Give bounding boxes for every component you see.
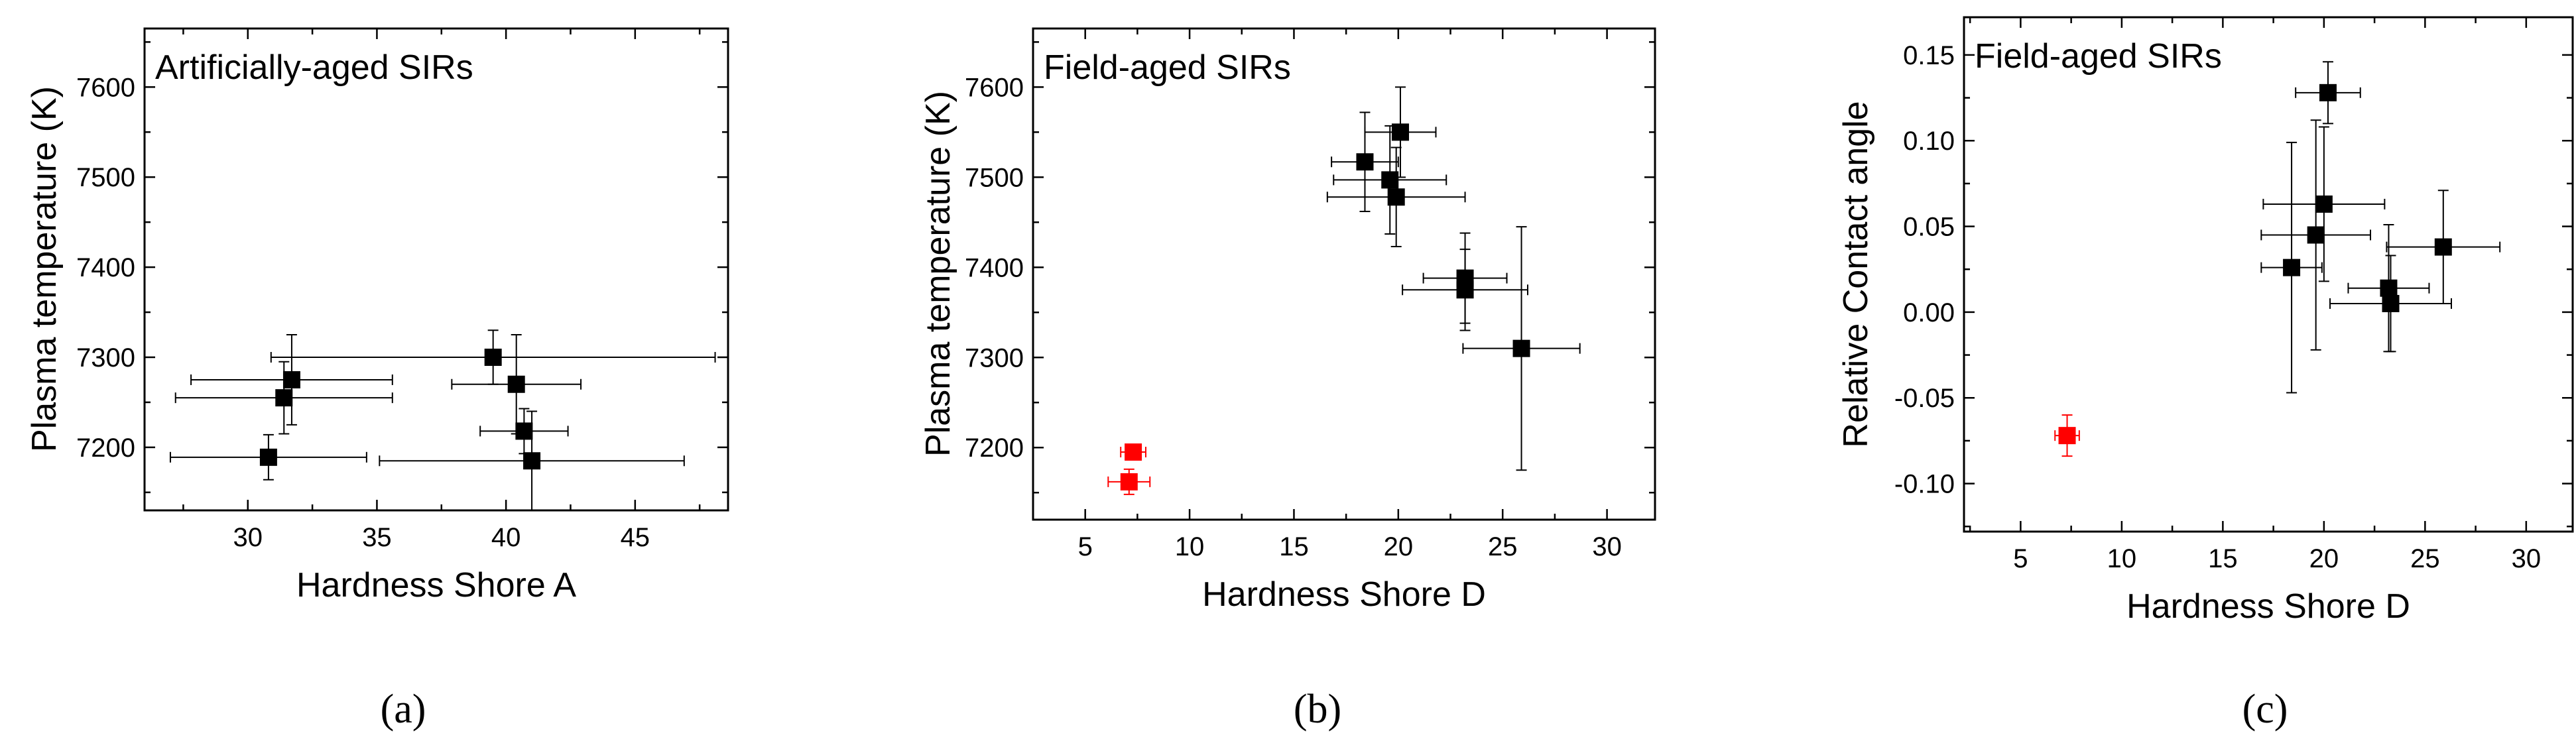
square-marker <box>275 389 293 407</box>
data-point <box>174 361 393 435</box>
square-marker <box>2382 294 2400 312</box>
plot-frame <box>1032 27 1656 521</box>
x-axis-label: Hardness Shore D <box>2126 587 2410 626</box>
x-tick-label: 45 <box>621 523 650 552</box>
y-tick-label: 0.05 <box>1903 213 1955 242</box>
x-tick-label: 10 <box>2107 544 2137 573</box>
data-point <box>270 329 716 385</box>
plot-title: Artificially-aged SIRs <box>155 48 473 87</box>
x-tick-label: 40 <box>491 523 521 552</box>
plot-title: Field-aged SIRs <box>1044 48 1291 87</box>
square-marker <box>523 452 541 470</box>
x-axis-label: Hardness Shore D <box>1202 575 1486 614</box>
data-point <box>2386 190 2501 304</box>
data-point <box>451 334 582 435</box>
x-tick-label: 10 <box>1175 532 1205 561</box>
square-marker <box>1512 339 1530 357</box>
plot-frame <box>1963 16 2574 533</box>
data-point <box>2262 126 2386 282</box>
data-point <box>2260 141 2323 394</box>
panel-caption: (b) <box>1294 687 1341 732</box>
y-tick-label: -0.10 <box>1894 470 1955 499</box>
square-marker <box>2319 84 2337 101</box>
data-point <box>379 410 685 511</box>
y-tick-label: 0.10 <box>1903 127 1955 156</box>
y-tick-label: 7400 <box>965 253 1024 282</box>
square-marker <box>515 422 533 440</box>
x-tick-label: 5 <box>1078 532 1093 561</box>
square-marker <box>2283 259 2301 276</box>
y-tick-label: 7500 <box>965 163 1024 192</box>
x-tick-label: 30 <box>233 523 263 552</box>
y-tick-label: 7400 <box>76 253 135 282</box>
x-tick-label: 25 <box>2410 544 2440 573</box>
y-tick-label: 7200 <box>965 433 1024 463</box>
x-tick-label: 15 <box>2208 544 2238 573</box>
x-axis-label: Hardness Shore A <box>296 566 576 605</box>
square-marker <box>2307 226 2325 244</box>
x-tick-label: 25 <box>1488 532 1518 561</box>
square-marker <box>2380 279 2398 297</box>
square-marker <box>2058 427 2076 445</box>
data-point <box>169 433 367 481</box>
plot-frame <box>143 27 729 512</box>
y-tick-label: 7600 <box>965 73 1024 102</box>
square-marker <box>1125 443 1142 461</box>
data-point <box>2347 223 2430 353</box>
data-point <box>1402 249 1528 331</box>
x-tick-label: 30 <box>1592 532 1622 561</box>
data-point <box>2260 119 2372 351</box>
data-point <box>2295 61 2361 125</box>
panel-caption: (c) <box>2242 687 2288 732</box>
y-tick-label: 0.15 <box>1903 41 1955 70</box>
square-marker <box>1456 281 1474 299</box>
panel-1: 30 35 40 45 7200 7300 7400 7500 7600 Hardness Sho… <box>25 27 729 732</box>
square-marker <box>259 448 277 466</box>
square-marker <box>507 375 525 393</box>
y-tick-label: 7300 <box>965 343 1024 373</box>
panel-2: 5 10 15 20 25 30 7200 7300 7400 7500 7600 Hardness … <box>919 27 1656 732</box>
square-marker <box>484 348 502 366</box>
y-axis-label: Relative Contact angle <box>1837 101 1875 447</box>
data-point <box>2329 255 2453 353</box>
data-point <box>1364 86 1437 178</box>
x-tick-label: 35 <box>362 523 392 552</box>
data-point <box>1326 146 1466 248</box>
data-point <box>1333 125 1447 235</box>
x-tick-label: 20 <box>2309 544 2339 573</box>
square-marker <box>282 371 300 388</box>
x-tick-label: 15 <box>1279 532 1309 561</box>
data-point <box>1462 226 1581 471</box>
square-marker <box>2434 238 2452 256</box>
square-marker <box>1120 473 1138 490</box>
square-marker <box>2315 195 2333 213</box>
y-tick-label: 7500 <box>76 163 135 192</box>
panel-3: 5 10 15 20 25 30 -0.10 -0.05 0.00 0.05 0.10 0.15 Har… <box>1837 16 2574 732</box>
y-tick-label: 7600 <box>76 73 135 102</box>
data-point <box>1120 443 1146 461</box>
data-point <box>190 334 393 426</box>
data-point <box>479 408 569 455</box>
data-point <box>2054 414 2080 457</box>
data-point <box>1331 111 1399 213</box>
plot-title: Field-aged SIRs <box>1975 37 2222 76</box>
y-tick-label: 7200 <box>76 433 135 463</box>
y-tick-label: -0.05 <box>1894 384 1955 413</box>
x-tick-label: 30 <box>2512 544 2542 573</box>
square-marker <box>1387 188 1405 206</box>
y-axis-label: Plasma temperature (K) <box>25 86 64 452</box>
x-tick-label: 5 <box>2013 544 2028 573</box>
square-marker <box>1356 153 1374 171</box>
panel-caption: (a) <box>381 687 426 732</box>
y-tick-label: 7300 <box>76 343 135 373</box>
data-point <box>1107 468 1151 495</box>
x-tick-label: 20 <box>1384 532 1414 561</box>
y-tick-label: 0.00 <box>1903 298 1955 327</box>
y-axis-label: Plasma temperature (K) <box>919 91 957 457</box>
